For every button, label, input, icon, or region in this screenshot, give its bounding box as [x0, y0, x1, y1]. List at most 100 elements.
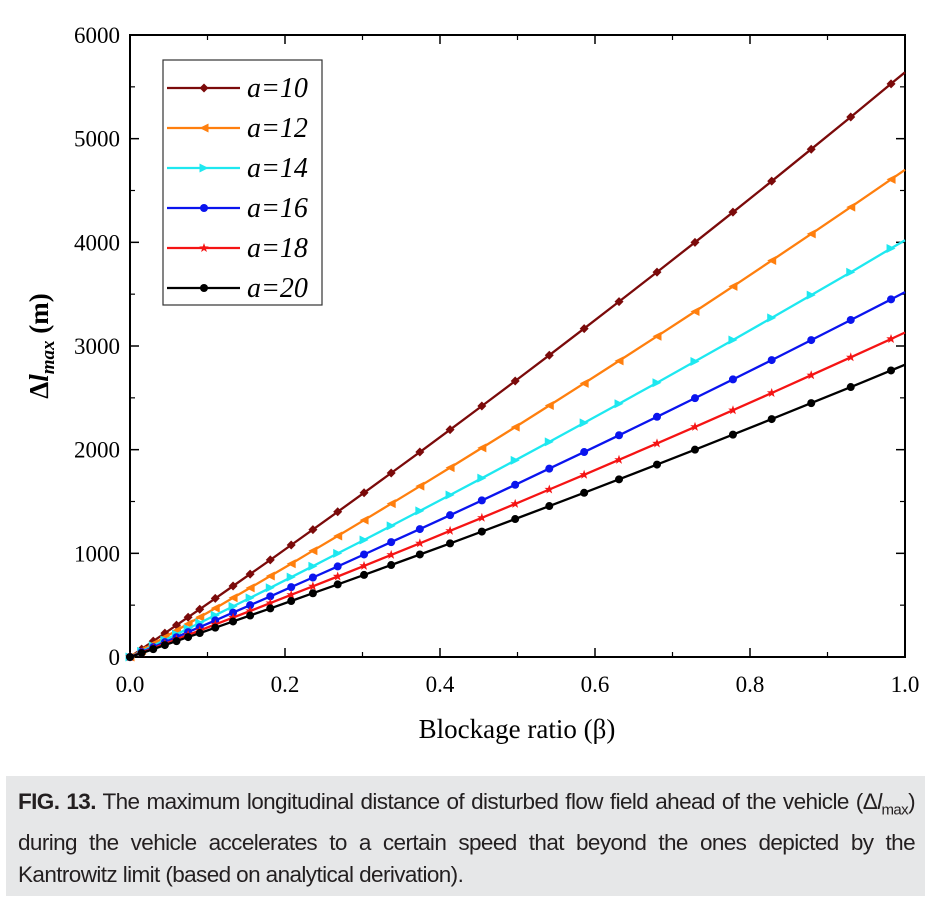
star-marker — [806, 370, 816, 380]
circle-marker — [511, 480, 520, 489]
legend-item: a=12 — [167, 113, 308, 144]
triangle-left-marker — [767, 255, 777, 265]
diamond-marker — [544, 350, 554, 360]
circle-marker — [200, 204, 208, 212]
legend-label: a=18 — [247, 233, 308, 264]
x-axis-label: Blockage ratio (β) — [419, 714, 616, 744]
diamond-marker — [359, 488, 369, 498]
star-marker — [199, 243, 209, 252]
circle-marker — [887, 366, 896, 375]
circle-marker — [308, 573, 317, 582]
circle-marker — [728, 375, 737, 384]
triangle-right-marker — [359, 535, 369, 545]
legend-label: a=14 — [247, 153, 308, 184]
triangle-right-marker — [308, 561, 318, 571]
series-a=20 — [126, 363, 906, 661]
triangle-right-marker — [386, 521, 396, 531]
diamond-marker — [228, 581, 238, 591]
circle-marker — [767, 356, 776, 365]
diamond-marker — [690, 237, 700, 247]
circle-marker — [511, 515, 520, 524]
diamond-marker — [445, 425, 455, 435]
triangle-right-marker — [333, 548, 343, 558]
legend-item: a=10 — [167, 73, 308, 104]
circle-marker — [653, 460, 661, 469]
legend-label: a=16 — [247, 193, 308, 224]
star-marker — [510, 498, 520, 508]
triangle-left-marker — [477, 443, 487, 453]
circle-marker — [615, 475, 624, 484]
star-marker — [690, 421, 700, 431]
legend-label: a=12 — [247, 113, 308, 144]
triangle-left-marker — [333, 531, 343, 541]
legend-item: a=16 — [167, 193, 308, 224]
triangle-left-marker — [510, 422, 520, 432]
circle-marker — [195, 629, 204, 638]
caption-label: FIG. 13. — [18, 789, 96, 814]
circle-marker — [266, 592, 275, 601]
series-layer — [125, 71, 906, 662]
circle-marker — [690, 394, 699, 403]
triangle-right-marker — [690, 356, 700, 366]
triangle-right-marker — [579, 418, 589, 428]
diamond-marker — [579, 324, 589, 334]
circle-marker — [246, 611, 255, 620]
triangle-left-marker — [308, 546, 318, 556]
x-tick-label: 0.0 — [116, 672, 145, 697]
circle-marker — [653, 412, 661, 421]
x-tick-label: 0.4 — [426, 672, 455, 697]
circle-marker — [846, 315, 855, 324]
star-marker — [614, 454, 624, 464]
triangle-right-marker — [445, 490, 455, 500]
series-a=16 — [126, 291, 906, 661]
triangle-left-marker — [445, 463, 455, 473]
y-tick-label: 0 — [109, 645, 121, 670]
star-marker — [544, 484, 554, 494]
triangle-left-marker — [286, 559, 296, 569]
legend-box — [162, 59, 323, 306]
triangle-left-marker — [183, 619, 193, 629]
triangle-right-marker — [477, 473, 487, 483]
triangle-left-marker — [614, 356, 624, 366]
circle-marker — [807, 336, 816, 345]
star-marker — [386, 549, 396, 559]
circle-marker — [266, 604, 275, 613]
circle-marker — [172, 637, 181, 646]
triangle-left-marker — [886, 174, 896, 184]
diamond-marker — [510, 376, 520, 386]
diamond-marker — [652, 267, 662, 277]
y-tick-label: 3000 — [74, 334, 120, 359]
triangle-right-marker — [199, 163, 209, 173]
triangle-left-marker — [846, 202, 856, 212]
legend: a=10 a=12 a=14 a=16 a=18 a=20 — [162, 59, 323, 306]
y-axis-label: Δlmax (m) — [24, 293, 59, 398]
legend-item: a=18 — [167, 233, 308, 264]
triangle-right-marker — [245, 593, 255, 603]
legend-item: a=14 — [167, 153, 308, 184]
triangle-left-marker — [195, 612, 205, 622]
diamond-marker — [199, 83, 209, 93]
circle-marker — [360, 570, 369, 579]
star-marker — [359, 560, 369, 570]
triangle-right-marker — [510, 455, 520, 465]
figure-caption: FIG. 13. The maximum longitudinal distan… — [6, 776, 925, 896]
triangle-left-marker — [544, 401, 554, 411]
star-marker — [308, 581, 318, 591]
legend-label: a=20 — [247, 273, 308, 304]
y-tick-label: 4000 — [74, 230, 120, 255]
diamond-marker — [767, 176, 777, 186]
x-tick-label: 1.0 — [891, 672, 920, 697]
triangle-right-marker — [544, 437, 554, 447]
diamond-marker — [333, 507, 343, 517]
circle-marker — [246, 601, 255, 610]
y-tick-label: 2000 — [74, 438, 120, 463]
circle-marker — [477, 496, 486, 505]
triangle-right-marker — [614, 399, 624, 409]
star-marker — [286, 589, 296, 599]
diamond-marker — [728, 207, 738, 217]
star-marker — [245, 606, 255, 615]
diamond-marker — [614, 297, 624, 307]
diamond-marker — [183, 612, 193, 622]
diamond-marker — [886, 79, 896, 89]
triangle-left-marker — [386, 499, 396, 509]
